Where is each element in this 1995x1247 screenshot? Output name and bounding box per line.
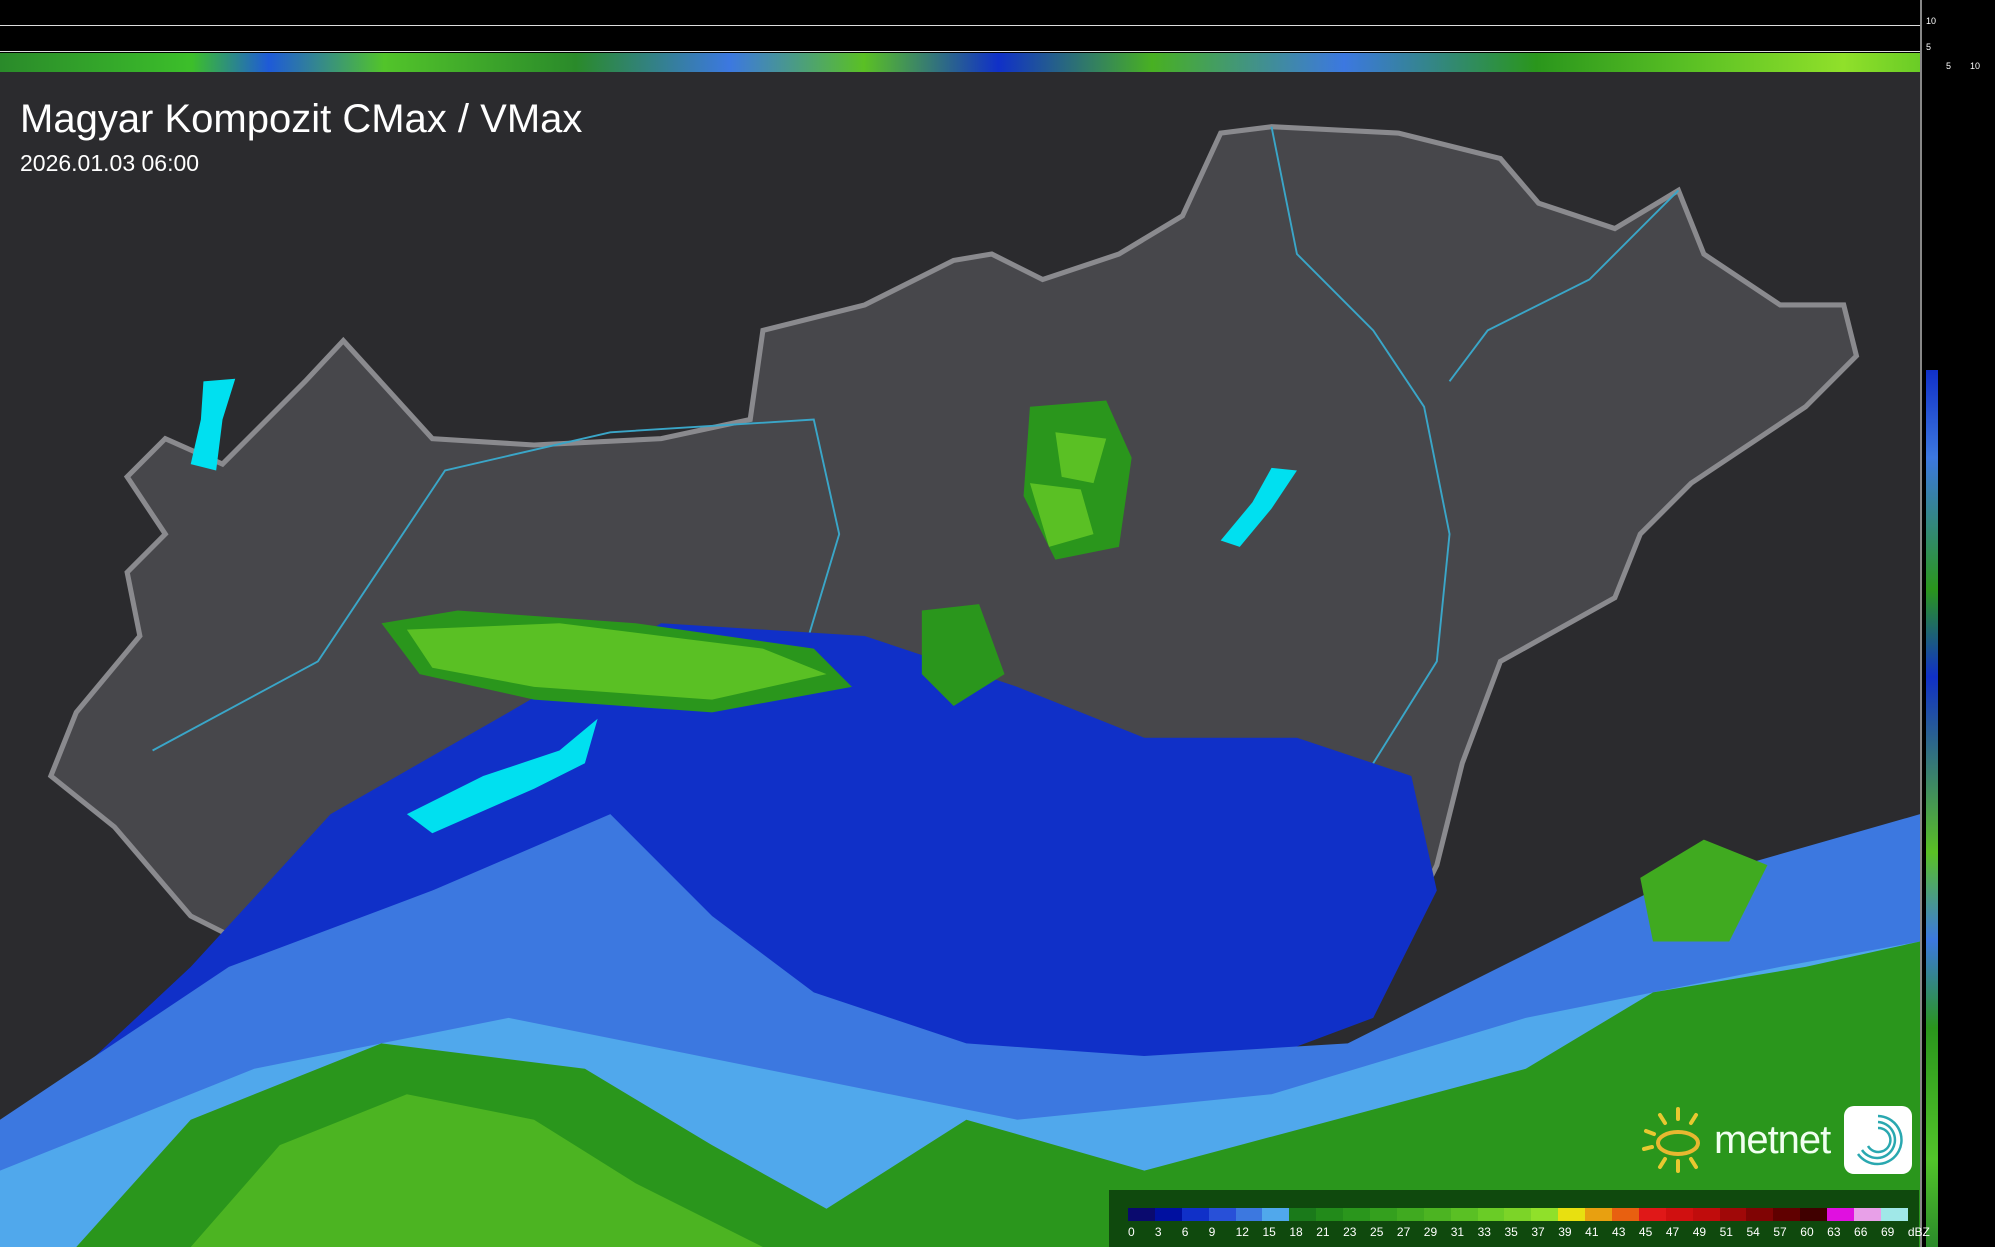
legend-label: 6 xyxy=(1181,1225,1189,1239)
map-title: Magyar Kompozit CMax / VMax xyxy=(20,97,583,141)
profile-gridline xyxy=(0,51,1920,52)
legend-swatch xyxy=(1827,1208,1855,1221)
legend-label: 0 xyxy=(1128,1225,1135,1239)
legend-swatch xyxy=(1746,1208,1774,1221)
legend-swatch xyxy=(1692,1208,1720,1221)
metnet-logo: metnet xyxy=(1640,1105,1913,1175)
legend-label: 27 xyxy=(1396,1225,1411,1239)
legend-label: 3 xyxy=(1154,1225,1162,1239)
map-datetime: 2026.01.03 06:00 xyxy=(20,150,200,176)
legend-label: 49 xyxy=(1692,1225,1707,1239)
legend-label: 41 xyxy=(1585,1225,1599,1239)
legend-swatch xyxy=(1343,1208,1371,1221)
legend-swatch xyxy=(1289,1208,1317,1221)
legend-swatch xyxy=(1181,1208,1209,1221)
legend-swatch xyxy=(1558,1208,1586,1221)
legend-label: 15 xyxy=(1262,1225,1276,1239)
radar-map[interactable] xyxy=(0,72,1920,1247)
legend-swatch xyxy=(1719,1208,1747,1221)
legend-swatch xyxy=(1396,1208,1424,1221)
legend-swatch xyxy=(1423,1208,1451,1221)
sun-icon xyxy=(1642,1107,1700,1173)
dbz-color-legend: 0 3 6 9 12 15 18 21 23 25 27 29 31 33 35 37 39 41 43 45 47 49… xyxy=(1109,1190,1930,1247)
legend-label: 54 xyxy=(1746,1225,1760,1239)
legend-swatch xyxy=(1235,1208,1263,1221)
legend-label: 31 xyxy=(1450,1225,1465,1239)
legend-swatch xyxy=(1531,1208,1559,1221)
logo-text: metnet xyxy=(1714,1117,1831,1162)
horizontal-profile-panel xyxy=(0,0,1920,72)
legend-label: 37 xyxy=(1531,1225,1545,1239)
legend-label: 12 xyxy=(1235,1225,1249,1239)
legend-swatch xyxy=(1128,1208,1155,1221)
profile-gridline xyxy=(0,25,1920,26)
legend-unit: dBZ xyxy=(1907,1225,1930,1239)
legend-swatch xyxy=(1154,1208,1182,1221)
legend-label: 35 xyxy=(1504,1225,1518,1239)
legend-label: 25 xyxy=(1370,1225,1384,1239)
legend-label: 39 xyxy=(1558,1225,1572,1239)
legend-swatch xyxy=(1880,1208,1908,1221)
legend-label: 66 xyxy=(1854,1225,1868,1239)
tick-label: 5 xyxy=(1926,42,1932,52)
legend-swatch xyxy=(1316,1208,1344,1221)
legend-swatch xyxy=(1208,1208,1236,1221)
legend-label: 33 xyxy=(1477,1225,1491,1239)
vertical-profile-panel: 10 5 5 10 xyxy=(1920,0,1995,1247)
legend-swatch xyxy=(1612,1208,1639,1221)
tick-label: 5 xyxy=(1946,61,1952,71)
tick-label: 10 xyxy=(1926,16,1937,26)
legend-label: 23 xyxy=(1343,1225,1357,1239)
legend-swatch xyxy=(1262,1208,1290,1221)
legend-label: 69 xyxy=(1880,1225,1895,1239)
legend-label: 21 xyxy=(1316,1225,1330,1239)
precipitation-echoes xyxy=(0,378,1920,1247)
legend-swatch xyxy=(1638,1208,1666,1221)
legend-swatch xyxy=(1504,1208,1532,1221)
horizontal-reflectivity-profile xyxy=(0,53,1920,72)
legend-swatch xyxy=(1854,1208,1881,1221)
legend-label: 18 xyxy=(1289,1225,1303,1239)
legend-label: 9 xyxy=(1208,1225,1216,1239)
legend-label: 57 xyxy=(1773,1225,1787,1239)
legend-label: 60 xyxy=(1800,1225,1814,1239)
legend-label: 43 xyxy=(1612,1225,1626,1239)
tick-label: 10 xyxy=(1970,61,1981,71)
legend-swatch xyxy=(1773,1208,1801,1221)
legend-swatch xyxy=(1585,1208,1613,1221)
legend-label: 51 xyxy=(1719,1225,1733,1239)
legend-swatch xyxy=(1665,1208,1693,1221)
legend-swatch xyxy=(1450,1208,1478,1221)
legend-swatch xyxy=(1477,1208,1505,1221)
legend-label: 63 xyxy=(1827,1225,1841,1239)
legend-swatch xyxy=(1800,1208,1828,1221)
vertical-reflectivity-profile xyxy=(1926,370,1938,1247)
legend-label: 45 xyxy=(1638,1225,1653,1239)
radar-app-icon xyxy=(1844,1106,1913,1174)
legend-label: 47 xyxy=(1665,1225,1680,1239)
legend-swatch xyxy=(1370,1208,1397,1221)
legend-label: 29 xyxy=(1423,1225,1438,1239)
